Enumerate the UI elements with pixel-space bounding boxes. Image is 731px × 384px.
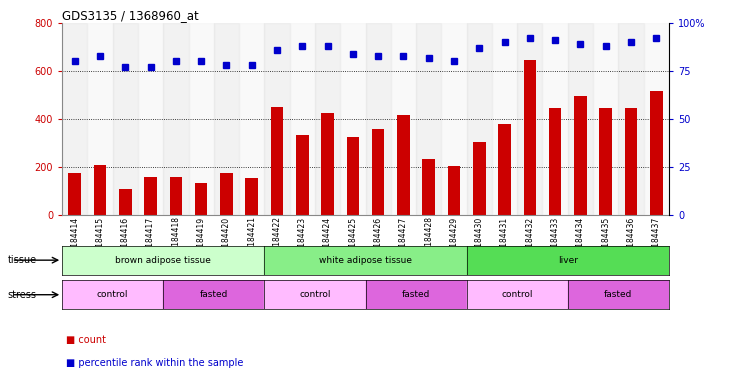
Bar	[391, 23, 416, 215]
Bar	[321, 113, 334, 215]
Bar	[113, 23, 138, 215]
Bar	[340, 23, 366, 215]
Text: ■ percentile rank within the sample: ■ percentile rank within the sample	[66, 358, 243, 368]
Bar	[163, 23, 189, 215]
Text: control: control	[97, 290, 129, 299]
Bar	[499, 124, 511, 215]
Bar	[289, 23, 315, 215]
Bar	[624, 108, 637, 215]
Bar	[366, 23, 391, 215]
Text: fasted: fasted	[604, 290, 632, 299]
Bar	[643, 23, 669, 215]
Bar	[423, 159, 435, 215]
Bar	[69, 173, 81, 215]
Bar	[549, 108, 561, 215]
Bar	[397, 116, 410, 215]
Bar	[372, 129, 385, 215]
Bar	[94, 165, 107, 215]
Bar	[189, 23, 213, 215]
Text: control: control	[299, 290, 330, 299]
Text: stress: stress	[7, 290, 37, 300]
Bar	[466, 23, 492, 215]
Bar	[265, 246, 466, 275]
Bar	[246, 178, 258, 215]
Bar	[62, 280, 163, 309]
Bar	[163, 280, 265, 309]
Bar	[88, 23, 113, 215]
Bar	[315, 23, 340, 215]
Bar	[599, 108, 612, 215]
Bar	[144, 177, 157, 215]
Bar	[119, 189, 132, 215]
Bar	[574, 96, 587, 215]
Bar	[346, 137, 359, 215]
Bar	[618, 23, 643, 215]
Bar	[265, 280, 366, 309]
Text: ■ count: ■ count	[66, 335, 106, 345]
Text: control: control	[501, 290, 533, 299]
Bar	[568, 280, 669, 309]
Bar	[650, 91, 662, 215]
Bar	[447, 166, 461, 215]
Bar	[220, 173, 232, 215]
Bar	[62, 23, 88, 215]
Text: brown adipose tissue: brown adipose tissue	[115, 256, 211, 265]
Text: fasted: fasted	[200, 290, 228, 299]
Bar	[568, 23, 593, 215]
Bar	[239, 23, 265, 215]
Bar	[213, 23, 239, 215]
Bar	[517, 23, 542, 215]
Text: white adipose tissue: white adipose tissue	[319, 256, 412, 265]
Text: liver: liver	[558, 256, 577, 265]
Bar	[593, 23, 618, 215]
Text: tissue: tissue	[7, 255, 37, 265]
Bar	[270, 107, 284, 215]
Bar	[138, 23, 163, 215]
Bar	[170, 177, 182, 215]
Bar	[265, 23, 289, 215]
Bar	[542, 23, 568, 215]
Bar	[195, 183, 208, 215]
Bar	[296, 135, 308, 215]
Bar	[62, 246, 265, 275]
Bar	[466, 246, 669, 275]
Bar	[523, 60, 536, 215]
Bar	[416, 23, 442, 215]
Bar	[473, 142, 485, 215]
Text: GDS3135 / 1368960_at: GDS3135 / 1368960_at	[62, 9, 199, 22]
Bar	[466, 280, 568, 309]
Bar	[492, 23, 517, 215]
Bar	[366, 280, 466, 309]
Bar	[442, 23, 466, 215]
Text: fasted: fasted	[402, 290, 431, 299]
